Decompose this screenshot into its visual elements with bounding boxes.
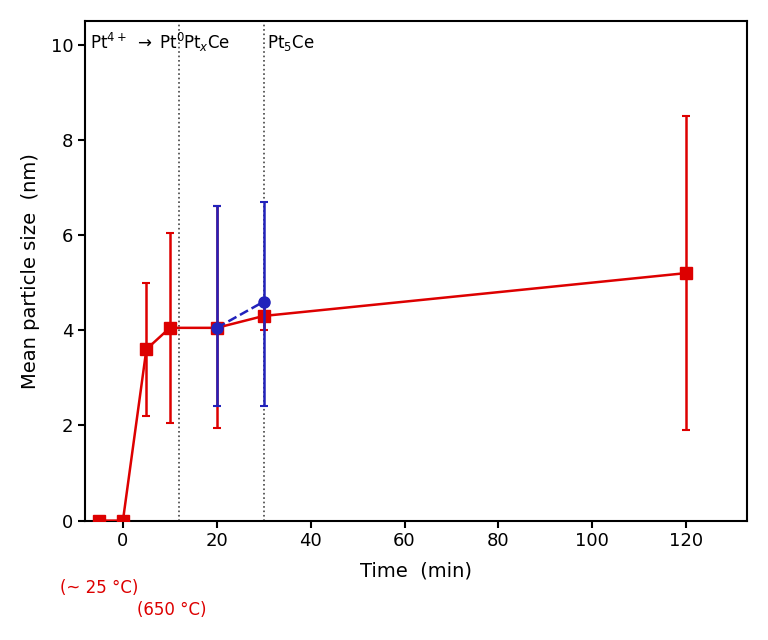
Text: (650 °C): (650 °C)	[137, 601, 207, 619]
Y-axis label: Mean particle size  (nm): Mean particle size (nm)	[21, 153, 40, 388]
X-axis label: Time  (min): Time (min)	[360, 561, 472, 580]
Text: Pt$_x$Ce: Pt$_x$Ce	[183, 33, 230, 53]
Text: Pt$^{4+}$ $\rightarrow$ Pt$^{0}$: Pt$^{4+}$ $\rightarrow$ Pt$^{0}$	[90, 33, 185, 53]
Text: (~ 25 °C): (~ 25 °C)	[60, 579, 139, 597]
Text: Pt$_5$Ce: Pt$_5$Ce	[267, 33, 315, 53]
